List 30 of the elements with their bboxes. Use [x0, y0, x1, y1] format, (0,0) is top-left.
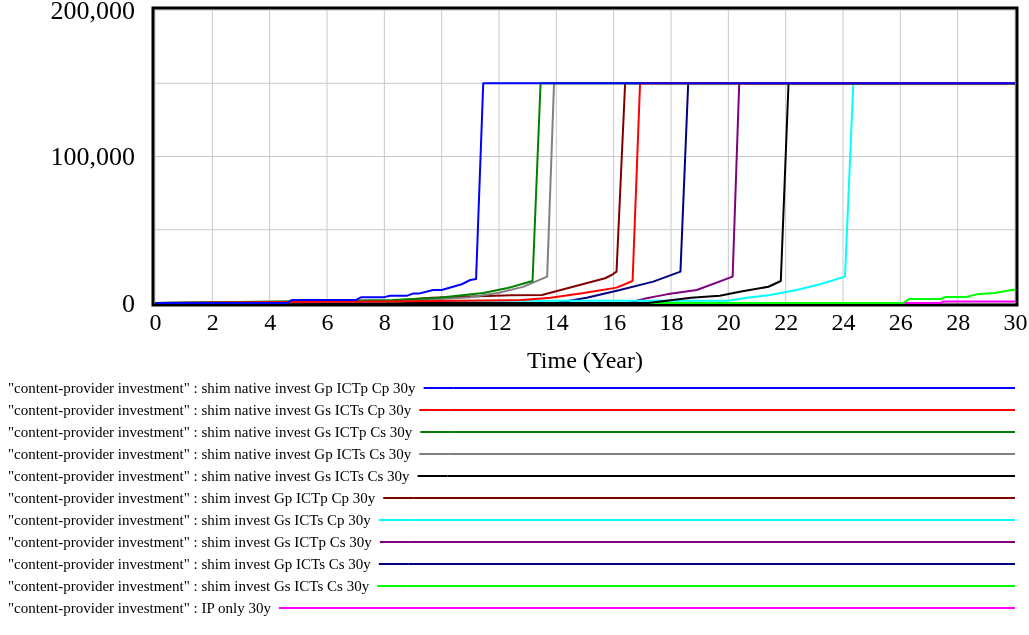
x-tick-label: 14	[544, 309, 569, 336]
x-tick-label: 16	[602, 309, 627, 336]
x-tick-label: 10	[430, 309, 455, 336]
legend-label: "content-provider investment" : IP only 30y	[8, 600, 272, 616]
x-tick-label: 28	[946, 309, 971, 336]
x-tick-label: 22	[774, 309, 799, 336]
legend-label: "content-provider investment" : shim native invest Gs ICTs Cs 30y	[8, 468, 411, 484]
legend-label: "content-provider investment" : shim native invest Gs ICTp Cs 30y	[8, 424, 413, 440]
x-tick-label: 26	[888, 309, 913, 336]
x-tick-label: 18	[659, 309, 684, 336]
legend-label: "content-provider investment" : shim invest Gs ICTs Cp 30y	[8, 512, 372, 528]
x-tick-label: 24	[831, 309, 856, 336]
x-tick-label: 20	[716, 309, 741, 336]
x-tick-label: 12	[487, 309, 512, 336]
x-tick-label: 6	[321, 309, 334, 336]
x-tick-label: 4	[264, 309, 277, 336]
x-tick-label: 2	[206, 309, 219, 336]
legend-label: "content-provider investment" : shim invest Gs ICTp Cs 30y	[8, 534, 373, 550]
legend-label: "content-provider investment" : shim native invest Gs ICTs Cp 30y	[8, 402, 412, 418]
legend-label: "content-provider investment" : shim native invest Gp ICTs Cs 30y	[8, 446, 412, 462]
y-tick-label: 100,000	[50, 142, 135, 172]
legend-label: "content-provider investment" : shim native invest Gp ICTp Cp 30y	[8, 380, 417, 396]
x-tick-label: 8	[378, 309, 391, 336]
x-axis-title: Time (Year)	[526, 347, 644, 373]
x-tick-label: 30	[1003, 309, 1028, 336]
legend-label: "content-provider investment" : shim invest Gp ICTp Cp 30y	[8, 490, 376, 506]
legend-label: "content-provider investment" : shim invest Gs ICTs Cs 30y	[8, 578, 370, 594]
legend-label: "content-provider investment" : shim invest Gp ICTs Cs 30y	[8, 556, 372, 572]
x-tick-label: 0	[149, 309, 162, 336]
y-tick-label: 200,000	[50, 0, 135, 25]
